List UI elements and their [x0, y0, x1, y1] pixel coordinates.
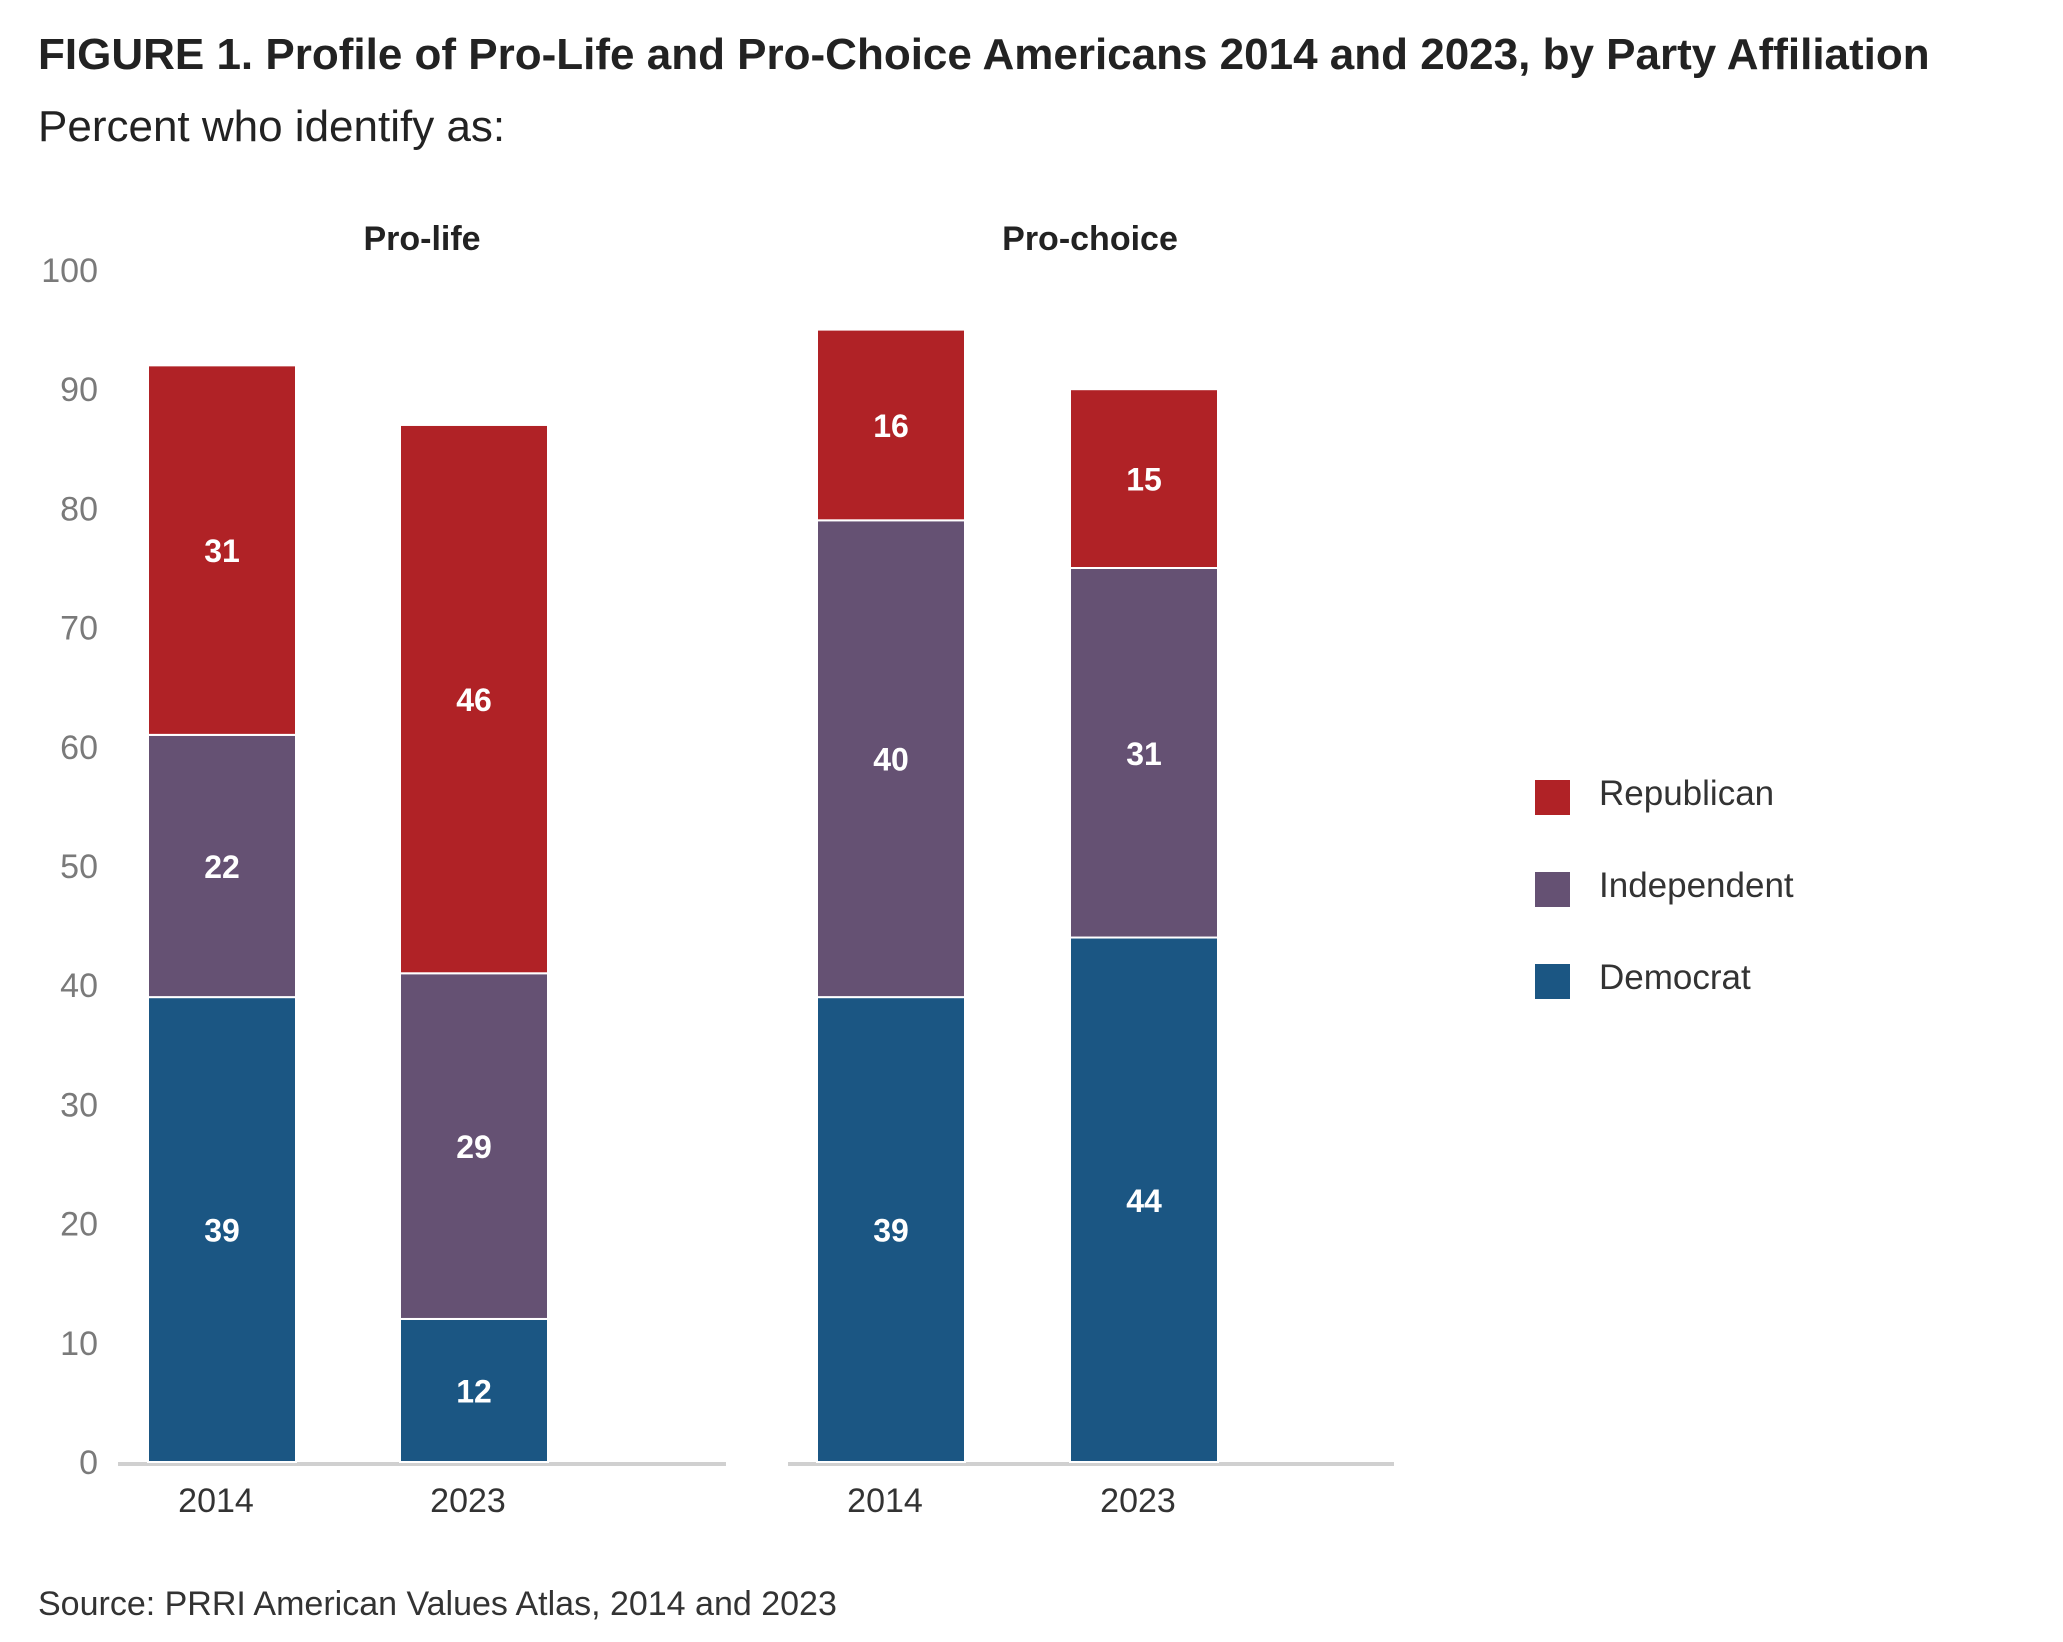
data-label-pro-choice-2014-democrat: 39	[873, 1213, 909, 1249]
bar-pro-life-2023-republican	[399, 423, 549, 975]
bar-pro-life-2014-democrat	[147, 996, 297, 1463]
bar-pro-life-2014-republican	[147, 364, 297, 736]
data-label-pro-choice-2014-independent: 40	[873, 742, 909, 778]
data-label-pro-choice-2023-republican: 15	[1126, 462, 1162, 498]
y-tick-label-0: 0	[79, 1444, 98, 1482]
legend-label-republican: Republican	[1599, 774, 1775, 813]
legend-label-independent: Independent	[1599, 866, 1794, 905]
chart-subtitle: Percent who identify as:	[38, 102, 506, 151]
legend-label-democrat: Democrat	[1599, 958, 1751, 997]
x-tick-label-pro-choice-2014: 2014	[847, 1482, 923, 1520]
source-note: Source: PRRI American Values Atlas, 2014…	[38, 1585, 837, 1623]
x-tick-label-pro-choice-2023: 2023	[1100, 1482, 1176, 1520]
bar-pro-choice-2023-democrat	[1069, 936, 1219, 1463]
data-label-pro-choice-2023-democrat: 44	[1126, 1183, 1162, 1219]
y-tick-label-40: 40	[60, 967, 98, 1005]
chart-title: FIGURE 1. Profile of Pro-Life and Pro-Ch…	[38, 30, 1930, 79]
y-tick-label-50: 50	[60, 848, 98, 886]
bar-pro-choice-2014-independent	[816, 519, 966, 999]
y-tick-label-10: 10	[60, 1325, 98, 1363]
data-label-pro-life-2023-republican: 46	[456, 682, 492, 718]
bar-pro-life-2014-independent	[147, 733, 297, 999]
y-tick-label-60: 60	[60, 729, 98, 767]
panel-title-pro-choice: Pro-choice	[1002, 220, 1178, 258]
data-label-pro-choice-2023-independent: 31	[1126, 736, 1162, 772]
legend-swatch-republican	[1535, 780, 1570, 815]
bar-pro-life-2023-independent	[399, 972, 549, 1320]
y-tick-label-70: 70	[60, 610, 98, 648]
y-tick-label-80: 80	[60, 490, 98, 528]
y-tick-label-20: 20	[60, 1206, 98, 1244]
bar-pro-life-2023-democrat	[399, 1317, 549, 1463]
data-label-pro-life-2014-democrat: 39	[204, 1213, 240, 1249]
y-tick-label-100: 100	[41, 252, 98, 290]
y-tick-label-90: 90	[60, 371, 98, 409]
panel-title-pro-life: Pro-life	[363, 220, 480, 258]
data-label-pro-life-2023-democrat: 12	[456, 1373, 492, 1409]
data-label-pro-life-2014-independent: 22	[204, 849, 240, 885]
data-label-pro-choice-2014-republican: 16	[873, 408, 909, 444]
y-tick-label-30: 30	[60, 1086, 98, 1124]
bar-pro-choice-2023-republican	[1069, 388, 1219, 570]
data-label-pro-life-2023-independent: 29	[456, 1129, 492, 1165]
bar-pro-choice-2023-independent	[1069, 567, 1219, 939]
legend-swatch-democrat	[1535, 964, 1570, 999]
bar-pro-choice-2014-republican	[816, 328, 966, 522]
data-label-pro-life-2014-republican: 31	[204, 533, 240, 569]
x-tick-label-pro-life-2023: 2023	[430, 1482, 506, 1520]
legend-swatch-independent	[1535, 872, 1570, 907]
x-tick-label-pro-life-2014: 2014	[178, 1482, 254, 1520]
